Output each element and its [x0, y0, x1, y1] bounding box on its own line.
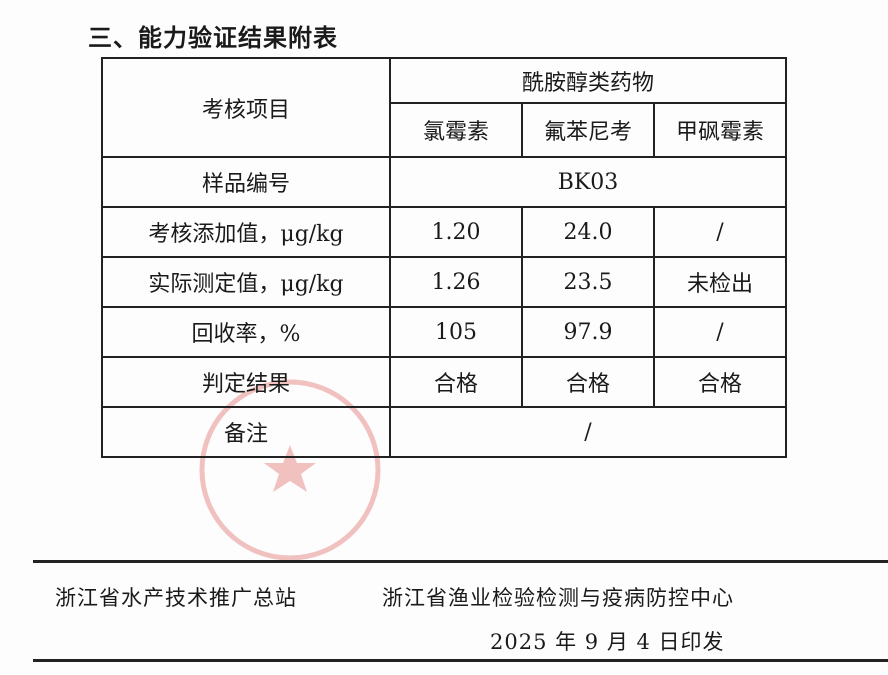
row-label: 样品编号	[101, 156, 391, 208]
table-row: 回收率，% 105 97.9 /	[101, 306, 787, 358]
cell: /	[653, 306, 787, 358]
cell: /	[653, 206, 787, 258]
item-header: 考核项目	[101, 57, 391, 158]
cell: 97.9	[521, 306, 655, 358]
drug-header: 甲砜霉素	[653, 102, 787, 158]
row-label: 考核添加值，μg/kg	[101, 206, 391, 258]
cell: 1.20	[389, 206, 523, 258]
cell: 23.5	[521, 256, 655, 308]
results-table: 考核项目 酰胺醇类药物 氯霉素 氟苯尼考 甲砜霉素 样品编号 BK03 考核添加…	[101, 57, 787, 458]
row-label: 备注	[101, 406, 391, 458]
group-header: 酰胺醇类药物	[389, 57, 787, 104]
table-row: 实际测定值，μg/kg 1.26 23.5 未检出	[101, 256, 787, 308]
cell: 未检出	[653, 256, 787, 308]
cell: 24.0	[521, 206, 655, 258]
cell: 105	[389, 306, 523, 358]
sample-id: BK03	[389, 156, 787, 208]
divider	[33, 560, 888, 563]
cell: 合格	[389, 356, 523, 408]
cell: 1.26	[389, 256, 523, 308]
section-title: 三、能力验证结果附表	[88, 23, 338, 52]
table-row: 备注 /	[101, 406, 787, 458]
drug-header: 氯霉素	[389, 102, 523, 158]
cell: 合格	[521, 356, 655, 408]
table-row: 判定结果 合格 合格 合格	[101, 356, 787, 408]
drug-header: 氟苯尼考	[521, 102, 655, 158]
row-label: 回收率，%	[101, 306, 391, 358]
issuer-2: 浙江省渔业检验检测与疫病防控中心	[382, 586, 734, 610]
cell: 合格	[653, 356, 787, 408]
table-row: 样品编号 BK03	[101, 156, 787, 208]
issue-date: 2025 年 9 月 4 日印发	[490, 630, 725, 654]
row-label: 实际测定值，μg/kg	[101, 256, 391, 308]
table-row: 考核添加值，μg/kg 1.20 24.0 /	[101, 206, 787, 258]
issuer-1: 浙江省水产技术推广总站	[55, 586, 297, 610]
remark-value: /	[389, 406, 787, 458]
divider	[33, 659, 888, 662]
row-label: 判定结果	[101, 356, 391, 408]
